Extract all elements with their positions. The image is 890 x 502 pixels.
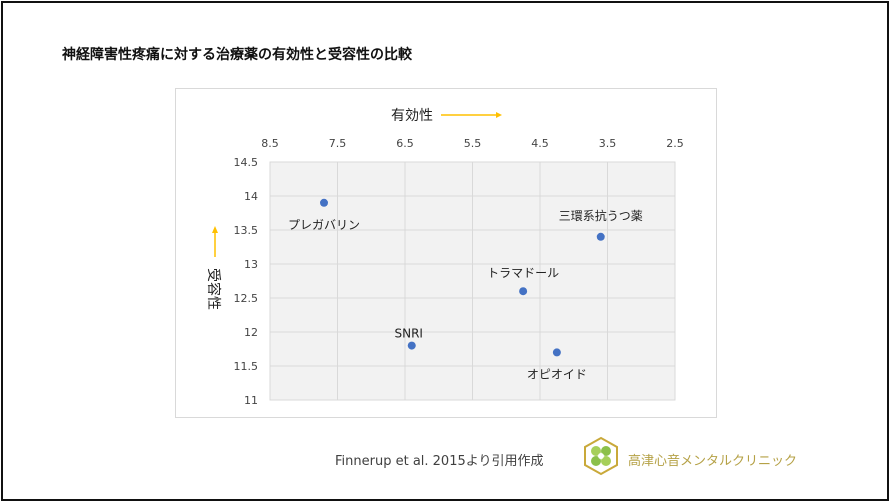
data-point <box>407 341 416 350</box>
x-axis-arrow-icon <box>441 112 502 118</box>
clinic-name: 高津心音メンタルクリニック <box>628 454 798 469</box>
y-tick-label: 12 <box>244 326 258 339</box>
data-label: SNRI <box>395 327 423 341</box>
data-label: プレガバリン <box>288 218 360 232</box>
y-axis-arrow-icon <box>212 226 218 257</box>
slide-title: 神経障害性疼痛に対する治療薬の有効性と受容性の比較 <box>62 47 412 63</box>
data-label: トラマドール <box>487 266 559 280</box>
y-tick-label: 13.5 <box>234 224 259 237</box>
citation-text: Finnerup et al. 2015より引用作成 <box>335 454 544 469</box>
clinic-logo-icon <box>584 436 618 476</box>
x-tick-label: 7.5 <box>329 137 347 150</box>
y-tick-label: 11 <box>244 394 258 407</box>
chart-container: 有効性 受容性 8.5 7.5 6.5 5.5 4.5 3.5 2.5 14.5 14 13.5 1… <box>175 88 717 418</box>
data-label: 三環系抗うつ薬 <box>559 208 643 223</box>
y-tick-label: 14.5 <box>234 156 259 169</box>
x-axis-label: 有効性 <box>391 108 433 124</box>
y-tick-label: 12.5 <box>234 292 259 305</box>
data-point <box>320 198 328 207</box>
scatter-chart: 有効性 受容性 8.5 7.5 6.5 5.5 4.5 3.5 2.5 14.5 14 13.5 1… <box>205 108 684 407</box>
data-point <box>552 348 561 357</box>
x-tick-label: 3.5 <box>599 137 617 150</box>
x-tick-label: 8.5 <box>261 137 279 150</box>
x-tick-label: 4.5 <box>531 137 549 150</box>
y-tick-label: 11.5 <box>234 360 259 373</box>
x-tick-label: 6.5 <box>396 137 414 150</box>
x-tick-label: 5.5 <box>464 137 482 150</box>
y-tick-label: 14 <box>244 190 258 203</box>
y-tick-label: 13 <box>244 258 258 271</box>
data-point <box>519 287 528 296</box>
data-label: オピオイド <box>527 367 587 381</box>
data-point <box>596 232 605 241</box>
x-tick-label: 2.5 <box>666 137 684 150</box>
y-axis-label: 受容性 <box>205 268 222 310</box>
